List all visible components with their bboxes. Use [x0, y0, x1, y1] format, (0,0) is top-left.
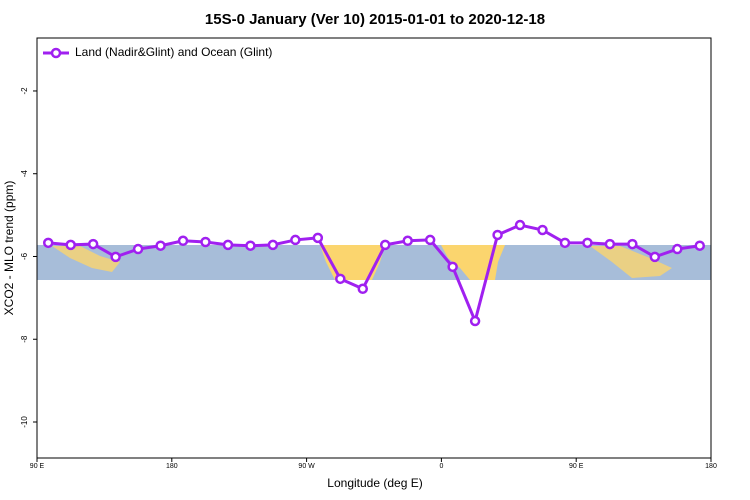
- x-tick-label: 0: [439, 463, 443, 470]
- point: [177, 235, 189, 247]
- point: [694, 240, 706, 251]
- point: [424, 234, 436, 246]
- x-axis-label: Longitude (deg E): [327, 476, 422, 490]
- x-tick-label: 180: [705, 463, 717, 470]
- land: [52, 246, 120, 272]
- point: [245, 240, 256, 251]
- point: [604, 238, 616, 250]
- point: [222, 239, 234, 251]
- x-tick-label: 90 E: [569, 463, 584, 470]
- point: [582, 237, 593, 249]
- point: [559, 237, 571, 249]
- chart-title: 15S-0 January (Ver 10) 2015-01-01 to 202…: [205, 11, 545, 28]
- point: [155, 240, 166, 251]
- point: [267, 239, 279, 251]
- point: [672, 243, 683, 255]
- x-tick-label: 90 E: [30, 463, 45, 470]
- point: [87, 238, 99, 250]
- legend-marker: [50, 47, 62, 59]
- point: [357, 283, 369, 295]
- point: [42, 237, 54, 249]
- point: [402, 235, 413, 247]
- point: [312, 232, 324, 244]
- x-tick-label: 90 W: [298, 463, 315, 470]
- map-band: [37, 245, 711, 280]
- point: [649, 251, 661, 263]
- y-tick-label: -10: [20, 416, 29, 428]
- y-tick-label: -4: [20, 170, 29, 178]
- point: [132, 243, 144, 255]
- point: [110, 251, 121, 263]
- point: [514, 219, 526, 231]
- land: [590, 246, 672, 278]
- point: [200, 236, 211, 248]
- y-tick-label: -6: [20, 252, 29, 260]
- legend-label: Land (Nadir&Glint) and Ocean (Glint): [75, 45, 272, 59]
- point: [492, 229, 503, 241]
- point: [65, 239, 76, 251]
- plot-frame: [36, 37, 712, 459]
- y-tick-label: -2: [20, 87, 29, 95]
- point: [537, 224, 548, 236]
- y-tick-label: -8: [20, 335, 29, 343]
- point: [469, 315, 481, 327]
- point: [290, 234, 301, 246]
- point: [627, 238, 638, 250]
- point: [335, 273, 346, 285]
- point: [447, 261, 458, 273]
- y-axis-label: XCO2 - MLO trend (ppm): [2, 181, 16, 316]
- point: [379, 239, 391, 251]
- x-tick-label: 180: [166, 463, 178, 470]
